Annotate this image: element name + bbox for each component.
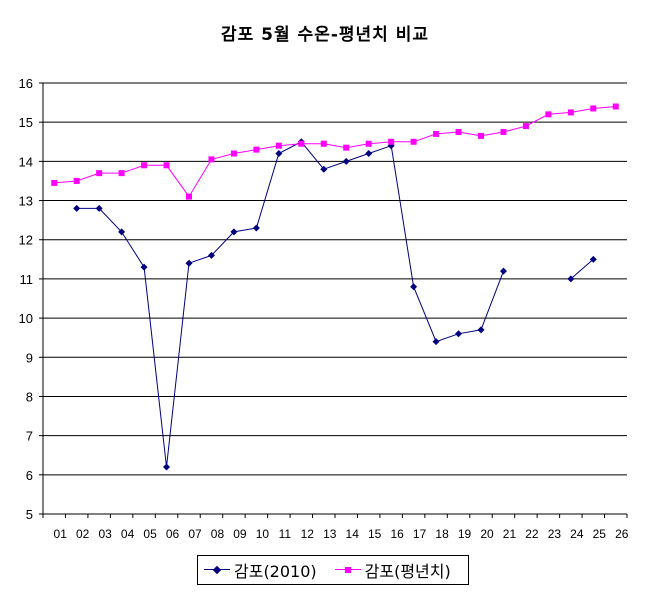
series-1-line-3 <box>570 258 594 280</box>
series-2-point-08 <box>208 156 215 163</box>
legend-label-series-2: 감포(평년치) <box>364 562 451 581</box>
series-1-point-18 <box>432 338 440 346</box>
series-2-point-26 <box>612 103 619 110</box>
series-1-point-19 <box>455 330 463 338</box>
series-2-point-20 <box>478 132 484 139</box>
series-1-point-17 <box>410 283 418 291</box>
legend: 감포(2010) 감포(평년치) <box>197 555 469 585</box>
x-tick-label-11: 11 <box>279 527 292 541</box>
series-2-point-05 <box>141 162 148 169</box>
series-1-point-05 <box>140 263 148 271</box>
series-2-line-0 <box>54 106 616 198</box>
series-1-point-21 <box>499 267 507 275</box>
x-tick-label-25: 25 <box>593 527 607 541</box>
series-1-point-24 <box>567 275 575 283</box>
series-2-point-14 <box>343 144 350 151</box>
series-2-point-12 <box>298 140 305 147</box>
x-tick-label-02: 02 <box>76 527 90 541</box>
x-tick-label-24: 24 <box>570 527 584 541</box>
x-tick-label-12: 12 <box>301 527 315 541</box>
series-2-point-17 <box>410 138 417 145</box>
y-tick-label-9: 9 <box>26 350 33 365</box>
x-tick-label-20: 20 <box>480 527 494 541</box>
series-1-point-11 <box>275 150 283 158</box>
series-2-point-22 <box>522 123 529 130</box>
x-tick-label-18: 18 <box>435 527 449 541</box>
series-2-point-21 <box>500 128 507 135</box>
series-2-point-06 <box>163 162 170 169</box>
series-2-point-07 <box>186 193 192 200</box>
y-tick-label-16: 16 <box>19 76 33 91</box>
legend-item-series-2: 감포(평년치) <box>329 558 451 582</box>
series-1-point-08 <box>207 251 215 259</box>
series-1-point-25 <box>589 255 597 263</box>
x-tick-label-26: 26 <box>615 527 629 541</box>
x-tick-label-14: 14 <box>346 527 360 541</box>
x-tick-label-19: 19 <box>458 527 472 541</box>
y-tick-label-10: 10 <box>19 311 33 326</box>
series-2-point-02 <box>73 177 80 184</box>
series-1-point-20 <box>477 326 485 334</box>
series-2-point-13 <box>320 140 327 147</box>
series-2-point-03 <box>96 170 103 177</box>
series-2-point-15 <box>365 140 372 147</box>
x-tick-label-07: 07 <box>188 527 202 541</box>
y-tick-label-14: 14 <box>19 154 33 169</box>
series-1-point-13 <box>320 165 328 173</box>
x-tick-label-16: 16 <box>390 527 404 541</box>
series-2-point-18 <box>433 130 440 137</box>
series-2-point-01 <box>51 179 58 186</box>
series-2-point-24 <box>567 109 574 116</box>
y-tick-label-11: 11 <box>20 272 34 287</box>
series-2-point-10 <box>253 146 260 153</box>
y-tick-label-7: 7 <box>26 429 33 444</box>
x-tick-label-17: 17 <box>413 527 427 541</box>
y-tick-label-8: 8 <box>26 389 33 404</box>
x-tick-label-15: 15 <box>368 527 382 541</box>
series-2-point-04 <box>118 170 125 177</box>
y-tick-label-12: 12 <box>19 233 33 248</box>
x-tick-label-09: 09 <box>233 527 247 541</box>
x-tick-label-23: 23 <box>548 527 562 541</box>
y-tick-label-6: 6 <box>26 468 33 483</box>
series-1-point-15 <box>365 150 373 158</box>
x-tick-label-10: 10 <box>256 527 270 541</box>
series-1-point-07 <box>185 259 193 267</box>
x-tick-label-22: 22 <box>525 527 539 541</box>
x-tick-label-08: 08 <box>211 527 225 541</box>
series-2-point-16 <box>388 138 395 145</box>
series-2-point-23 <box>545 111 552 118</box>
series-2-point-19 <box>455 128 462 135</box>
legend-label-series-1: 감포(2010) <box>234 562 317 581</box>
y-tick-label-13: 13 <box>19 194 33 209</box>
x-tick-label-01: 01 <box>54 527 68 541</box>
chart-title: 감포 5월 수온-평년치 비교 <box>220 25 430 45</box>
legend-item-series-1: 감포(2010) <box>198 558 317 582</box>
y-tick-label-15: 15 <box>19 115 33 130</box>
series-2-point-25 <box>590 105 597 112</box>
x-tick-label-03: 03 <box>98 527 112 541</box>
x-tick-label-05: 05 <box>143 527 157 541</box>
series-2-point-11 <box>275 142 282 149</box>
legend-swatch-series-2 <box>334 564 361 576</box>
series-1-point-03 <box>95 204 103 212</box>
series-1-point-09 <box>230 228 238 236</box>
x-tick-label-04: 04 <box>121 527 135 541</box>
series-1-point-04 <box>118 228 126 236</box>
series-1-point-14 <box>342 157 350 165</box>
x-tick-label-06: 06 <box>166 527 180 541</box>
y-tick-label-5: 5 <box>26 507 33 522</box>
legend-swatch-series-1 <box>204 564 230 576</box>
x-tick-label-13: 13 <box>323 527 337 541</box>
series-2-point-09 <box>230 150 237 157</box>
series-1-point-02 <box>73 204 81 212</box>
series-1-point-10 <box>252 224 260 232</box>
x-tick-label-21: 21 <box>503 527 517 541</box>
series-1-line-1 <box>76 141 504 468</box>
series-1-point-06 <box>163 463 171 471</box>
